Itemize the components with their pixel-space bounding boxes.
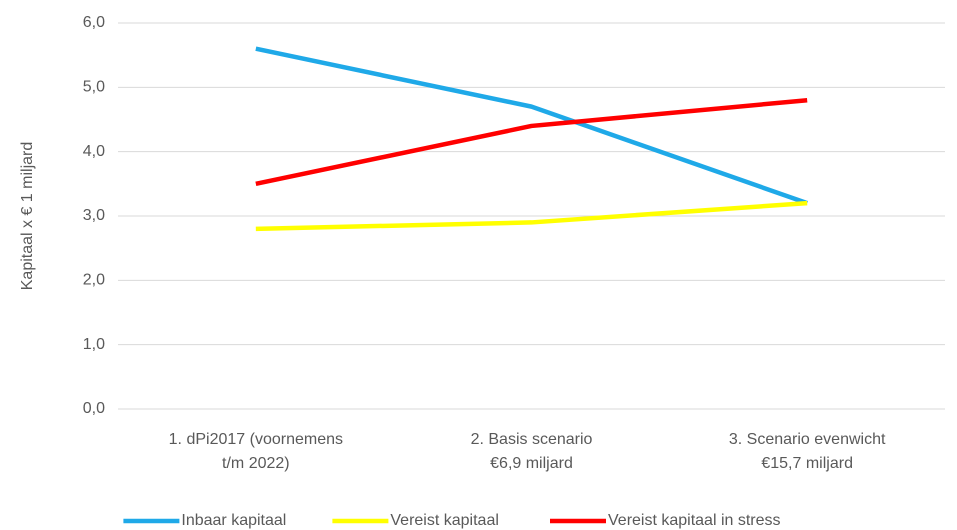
y-tick-label: 4,0 <box>83 143 105 160</box>
y-tick-label: 2,0 <box>83 272 105 289</box>
y-tick-label: 1,0 <box>83 336 105 353</box>
y-tick-label: 6,0 <box>83 14 105 31</box>
legend-label: Inbaar kapitaal <box>181 512 286 529</box>
y-tick-label: 0,0 <box>83 400 105 417</box>
series-line <box>255 200 808 232</box>
x-tick-label: 1. dPi2017 (voornemens t/m 2022) <box>169 431 343 472</box>
series-line <box>255 46 808 206</box>
x-tick-label: 3. Scenario evenwicht €15,7 miljard <box>729 431 886 472</box>
x-tick-label: 2. Basis scenario €6,9 miljard <box>471 431 593 472</box>
y-tick-label: 3,0 <box>83 207 105 224</box>
legend-label: Vereist kapitaal <box>390 512 499 529</box>
legend-label: Vereist kapitaal in stress <box>608 512 781 529</box>
series-line <box>255 97 808 187</box>
y-tick-label: 5,0 <box>83 79 105 96</box>
y-axis-label: Kapitaal x € 1 miljard <box>19 142 36 291</box>
